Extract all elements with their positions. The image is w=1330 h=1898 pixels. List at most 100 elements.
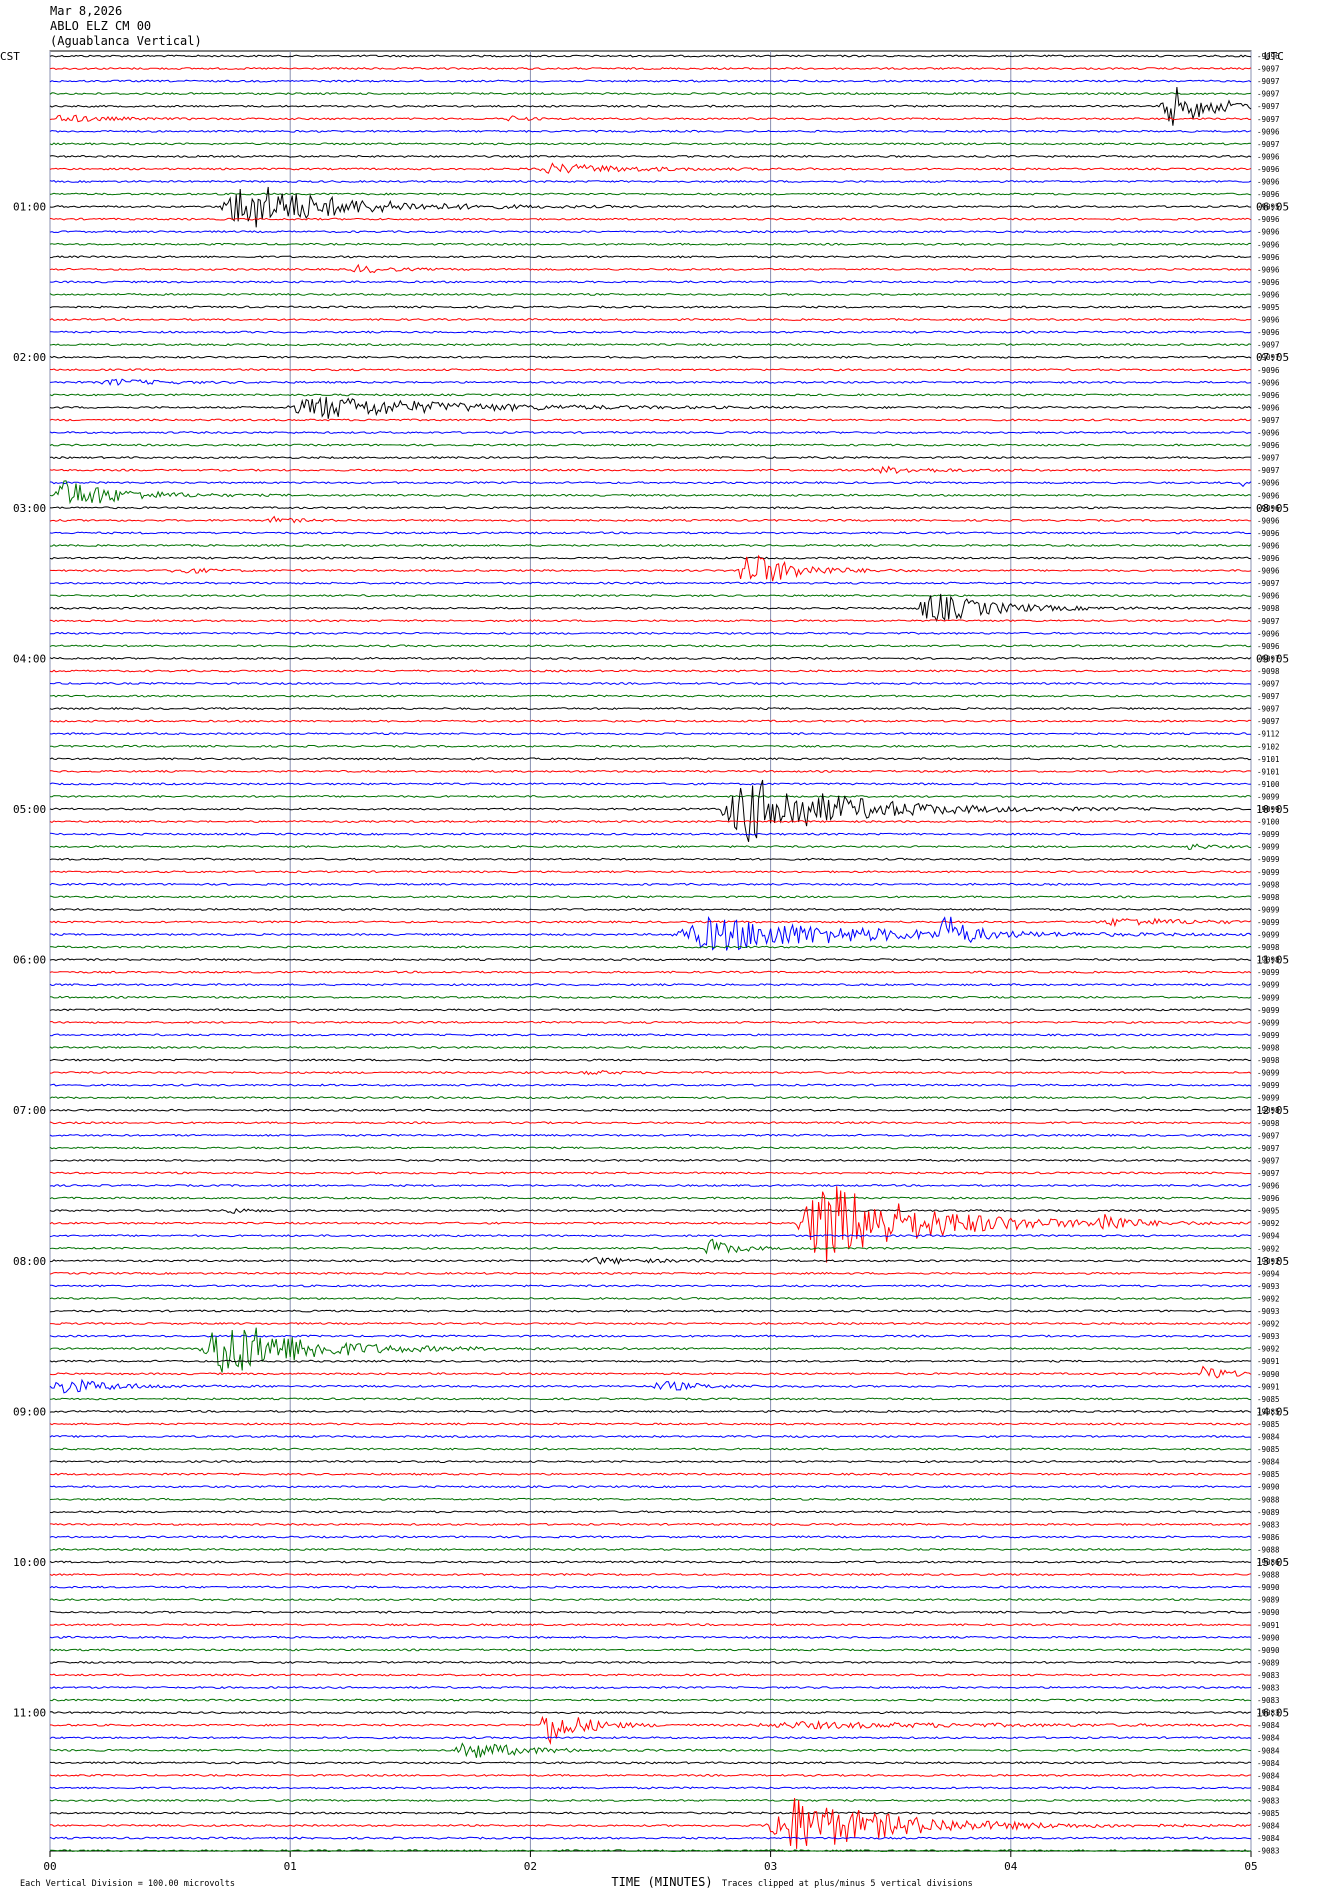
- row-label: -9096: [1257, 441, 1280, 450]
- trace: [49, 1133, 1252, 1137]
- trace: [49, 593, 1252, 623]
- row-label: -9096: [1257, 479, 1280, 488]
- trace: [49, 1183, 1252, 1188]
- trace: [49, 857, 1252, 861]
- row-label: -9099: [1257, 1031, 1280, 1040]
- trace: [49, 719, 1252, 723]
- trace: [49, 917, 1252, 928]
- row-label: -9098: [1257, 1119, 1280, 1128]
- trace: [49, 162, 1252, 174]
- row-label: -9083: [1257, 1796, 1280, 1805]
- row-label: -9084: [1257, 1834, 1280, 1843]
- trace: [49, 1058, 1252, 1062]
- row-label: -9086: [1257, 1533, 1280, 1542]
- utc-hour-label: 12:05: [1256, 1104, 1289, 1117]
- trace: [50, 1322, 1252, 1326]
- trace: [50, 794, 1252, 798]
- row-label: -9096: [1257, 228, 1280, 237]
- row-label: -9097: [1257, 692, 1280, 701]
- row-label: -9084: [1257, 1784, 1280, 1793]
- trace: [49, 67, 1252, 71]
- trace: [49, 1397, 1252, 1401]
- trace: [49, 995, 1252, 999]
- row-label: -9091: [1257, 1357, 1280, 1366]
- row-label: -9085: [1257, 1809, 1280, 1818]
- row-label: -9096: [1257, 642, 1280, 651]
- row-label: -9097: [1257, 1144, 1280, 1153]
- row-label: -9085: [1257, 1407, 1280, 1416]
- row-label: -9090: [1257, 1608, 1280, 1617]
- trace: [49, 418, 1252, 422]
- trace: [49, 915, 1252, 951]
- row-label: -9092: [1257, 1345, 1280, 1354]
- row-label: -9096: [1257, 253, 1280, 262]
- trace: [49, 1585, 1252, 1589]
- trace: [49, 1685, 1252, 1690]
- trace: [49, 154, 1252, 158]
- row-label: -9097: [1257, 579, 1280, 588]
- row-label: -9099: [1257, 905, 1280, 914]
- row-label: -9097: [1257, 680, 1280, 689]
- row-label: -9096: [1257, 178, 1280, 187]
- row-label: -9097: [1257, 353, 1280, 362]
- cst-hour-label: 08:00: [13, 1255, 46, 1268]
- row-label: -9096: [1257, 190, 1280, 199]
- trace: [49, 230, 1252, 234]
- trace: [50, 330, 1252, 334]
- cst-hour-label: 09:00: [13, 1405, 46, 1418]
- plot-frame: [49, 50, 1252, 1852]
- row-label: -9083: [1257, 1671, 1280, 1680]
- row-label: -9099: [1257, 1006, 1280, 1015]
- trace: [49, 443, 1252, 447]
- trace: [49, 1560, 1252, 1564]
- trace: [49, 1849, 1252, 1853]
- x-tick-label: 03: [764, 1860, 777, 1873]
- trace: [49, 644, 1252, 648]
- utc-hour-label: 09:05: [1256, 652, 1289, 665]
- row-label: -9092: [1257, 1257, 1280, 1266]
- row-label: -9084: [1257, 1721, 1280, 1730]
- trace: [49, 1083, 1252, 1087]
- row-label: -9102: [1257, 742, 1280, 751]
- row-label: -9090: [1257, 1633, 1280, 1642]
- trace: [49, 1635, 1252, 1639]
- row-label: -9097: [1257, 341, 1280, 350]
- trace: [49, 1257, 1252, 1265]
- trace: [49, 757, 1252, 761]
- utc-hour-label: 06:05: [1256, 201, 1289, 214]
- trace: [49, 1108, 1252, 1112]
- trace: [49, 1208, 1252, 1214]
- row-label: -9097: [1257, 102, 1280, 111]
- row-label: -9088: [1257, 1545, 1280, 1554]
- row-label: -9098: [1257, 943, 1280, 952]
- row-label: -9096: [1257, 491, 1280, 500]
- trace: [49, 515, 1252, 524]
- row-label: -9088: [1257, 1495, 1280, 1504]
- row-label: -9091: [1257, 1382, 1280, 1391]
- row-label: -9096: [1257, 290, 1280, 299]
- trace: [50, 769, 1252, 773]
- row-label: -9096: [1257, 1182, 1280, 1191]
- row-label: -9099: [1257, 868, 1280, 877]
- row-label: -9099: [1257, 830, 1280, 839]
- trace: [49, 1510, 1252, 1514]
- row-label: -9098: [1257, 604, 1280, 613]
- row-label: -9085: [1257, 1445, 1280, 1454]
- row-label: -9083: [1257, 1684, 1280, 1693]
- trace: [49, 1378, 1252, 1394]
- trace: [49, 430, 1252, 435]
- cst-hour-label: 10:00: [13, 1556, 46, 1569]
- trace: [49, 556, 1252, 560]
- row-label: -9092: [1257, 1294, 1280, 1303]
- trace: [49, 1434, 1252, 1439]
- cst-hour-label: 05:00: [13, 803, 46, 816]
- trace: [49, 732, 1252, 736]
- clip-note: Traces clipped at plus/minus 5 vertical …: [722, 1879, 973, 1889]
- row-label: -9099: [1257, 1081, 1280, 1090]
- left-zone: CST: [0, 50, 20, 63]
- utc-hour-label: 07:05: [1256, 351, 1289, 364]
- row-label: -9097: [1257, 416, 1280, 425]
- cst-hour-label: 11:00: [13, 1707, 46, 1720]
- row-label: -9096: [1257, 541, 1280, 550]
